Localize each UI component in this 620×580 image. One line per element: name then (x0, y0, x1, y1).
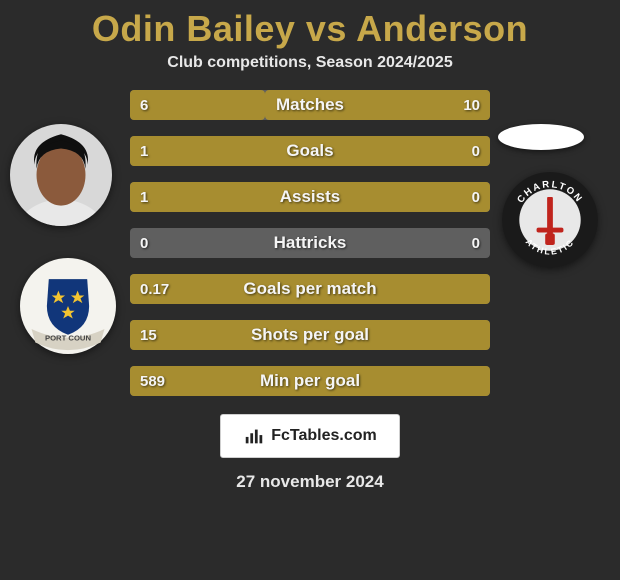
stat-label: Min per goal (130, 366, 490, 396)
stat-value-left: 1 (130, 182, 158, 212)
stat-value-left: 0.17 (130, 274, 179, 304)
player-right-avatar (498, 124, 584, 150)
stat-value-left: 0 (130, 228, 158, 258)
stat-bar-hattricks: Hattricks0 0 (130, 228, 490, 258)
site-badge: FcTables.com (220, 414, 400, 458)
stat-bar-assists: Assists1 0 (130, 182, 490, 212)
stat-value-right (470, 366, 490, 396)
stat-label: Hattricks (130, 228, 490, 258)
stat-value-right (470, 320, 490, 350)
stat-value-right: 0 (462, 136, 490, 166)
stat-value-left: 6 (130, 90, 158, 120)
team-left-crest: PORT COUN (20, 258, 116, 354)
site-name: FcTables.com (271, 427, 377, 445)
player-left-avatar (10, 124, 112, 226)
stat-bar-shots-per-goal: Shots per goal15 (130, 320, 490, 350)
stat-label: Goals (130, 136, 490, 166)
date-label: 27 november 2024 (0, 472, 620, 492)
stat-value-left: 15 (130, 320, 167, 350)
stat-value-right: 0 (462, 228, 490, 258)
stat-bar-matches: Matches6 10 (130, 90, 490, 120)
page-title: Odin Bailey vs Anderson (0, 0, 620, 54)
stat-value-left: 589 (130, 366, 175, 396)
stat-label: Assists (130, 182, 490, 212)
stat-value-right: 10 (453, 90, 490, 120)
stat-label: Matches (130, 90, 490, 120)
page-subtitle: Club competitions, Season 2024/2025 (0, 54, 620, 90)
stat-bar-goals: Goals1 0 (130, 136, 490, 166)
stat-value-right: 0 (462, 182, 490, 212)
stat-value-left: 1 (130, 136, 158, 166)
team-right-crest: CHARLTON ATHLETIC (502, 172, 598, 268)
stat-bar-goals-per-match: Goals per match0.17 (130, 274, 490, 304)
stat-value-right (470, 274, 490, 304)
svg-text:PORT COUN: PORT COUN (45, 334, 91, 343)
stat-label: Shots per goal (130, 320, 490, 350)
stat-bar-min-per-goal: Min per goal589 (130, 366, 490, 396)
stat-label: Goals per match (130, 274, 490, 304)
chart-icon (243, 425, 265, 447)
